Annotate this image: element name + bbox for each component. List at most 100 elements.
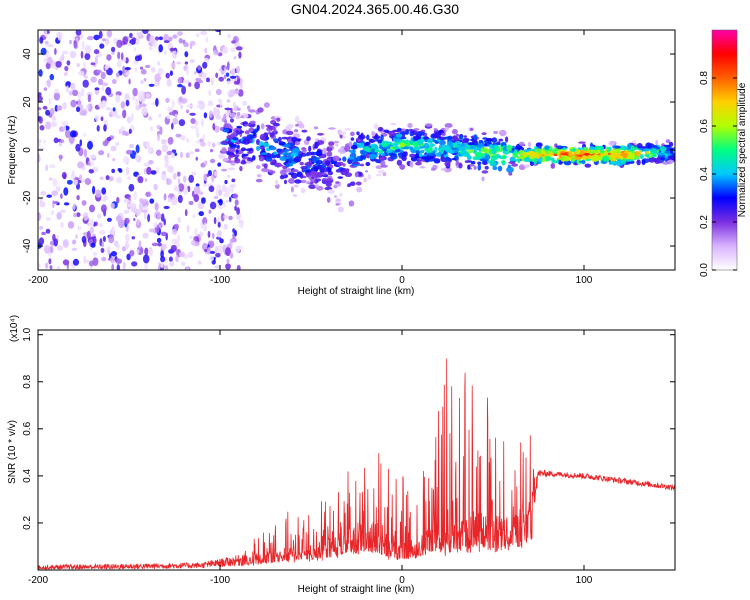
spectrogram-cell	[606, 147, 611, 153]
spectrogram-cell	[129, 32, 133, 39]
spectrogram-cell	[294, 129, 299, 133]
spectrogram-cell	[481, 170, 489, 174]
spectrogram-cell	[408, 128, 413, 132]
spectrogram-cell	[56, 105, 63, 111]
spectrogram-cell	[38, 116, 43, 124]
spectrogram-y-tick-label: -20	[22, 190, 33, 205]
spectrogram-cell	[230, 162, 236, 166]
spectrogram-cell	[202, 182, 208, 187]
spectrogram-cell	[48, 177, 53, 181]
spectrogram-cell	[232, 228, 236, 233]
spectrogram-cell	[73, 40, 78, 49]
spectrogram-cell	[45, 217, 52, 221]
spectrogram-cell	[232, 89, 240, 95]
spectrogram-cell	[61, 50, 69, 55]
spectrogram-cell	[218, 76, 224, 82]
spectrogram-cell	[165, 72, 170, 79]
spectrogram-cell	[106, 246, 111, 251]
spectrogram-cell	[350, 131, 355, 137]
spectrogram-cell	[188, 200, 194, 206]
spectrogram-cell	[188, 82, 192, 87]
spectrogram-cell	[244, 130, 250, 135]
spectrogram-cell	[234, 158, 241, 164]
spectrogram-cell	[354, 172, 359, 178]
spectrogram-cell	[199, 138, 205, 143]
spectrogram-cell	[207, 101, 214, 107]
spectrogram-cell	[157, 61, 160, 66]
spectrogram-cell	[51, 190, 58, 197]
spectrogram-cell	[626, 159, 634, 162]
spectrogram-cell	[630, 145, 635, 151]
spectrogram-cell	[224, 179, 228, 185]
spectrogram-cell	[105, 175, 110, 181]
spectrogram-cell	[473, 165, 477, 170]
spectrogram-cell	[160, 139, 167, 145]
spectrogram-cell	[154, 73, 161, 83]
spectrogram-cell	[497, 165, 503, 172]
spectrogram-cell	[381, 142, 387, 148]
spectrogram-cell	[501, 155, 506, 160]
spectrogram-cell	[148, 83, 155, 87]
spectrogram-cell	[96, 69, 102, 74]
spectrogram-cell	[105, 38, 110, 45]
spectrogram-cell	[335, 143, 339, 147]
spectrogram-cell	[145, 64, 151, 69]
spectrogram-cell	[399, 164, 406, 170]
spectrogram-cell	[157, 67, 164, 76]
spectrogram-cell	[60, 221, 64, 229]
spectrogram-cell	[173, 185, 180, 192]
spectrogram-cell	[655, 139, 659, 146]
spectrogram-cell	[84, 178, 92, 185]
spectrogram-cell	[470, 127, 473, 131]
spectrogram-cell	[52, 200, 59, 205]
spectrogram-cell	[81, 88, 85, 97]
spectrogram-cell	[153, 221, 158, 228]
spectrogram-cell	[38, 263, 41, 269]
spectrogram-cell	[448, 150, 455, 154]
spectrogram-cell	[100, 204, 107, 213]
spectrogram-cell	[399, 143, 406, 148]
spectrogram-cell	[133, 191, 137, 201]
spectrogram-cell	[94, 87, 100, 91]
spectrogram-cell	[316, 185, 324, 191]
spectrogram-cell	[232, 137, 239, 141]
spectrogram-cell	[61, 171, 67, 179]
spectrogram-cell	[45, 121, 52, 130]
spectrogram-cell	[327, 189, 335, 195]
snr-background	[38, 330, 675, 570]
spectrogram-cell	[72, 203, 76, 211]
spectrogram-cell	[466, 154, 471, 161]
spectrogram-cell	[38, 237, 45, 246]
spectrogram-cell	[47, 56, 53, 64]
spectrogram-cell	[157, 132, 160, 142]
spectrogram-cell	[467, 149, 474, 154]
spectrogram-cell	[184, 209, 188, 217]
spectrogram-cell	[95, 189, 102, 198]
spectrogram-cell	[458, 135, 463, 141]
spectrogram-cell	[337, 206, 344, 213]
spectrogram-cell	[255, 165, 261, 170]
spectrogram-cell	[148, 228, 155, 233]
spectrogram-cell	[459, 147, 466, 151]
spectrogram-cell	[87, 94, 92, 103]
spectrogram-cell	[230, 186, 234, 193]
spectrogram-cell	[417, 131, 425, 136]
spectrogram-cell	[158, 44, 163, 53]
spectrogram-cell	[396, 159, 403, 166]
spectrogram-cell	[177, 194, 183, 204]
spectrogram-cell	[56, 265, 61, 270]
spectrogram-cell	[169, 70, 173, 76]
spectrogram-cell	[529, 151, 536, 156]
spectrogram-cell	[38, 107, 42, 111]
spectrogram-cell	[326, 180, 330, 186]
spectrogram-cell	[105, 87, 112, 96]
spectrogram-cell	[335, 169, 342, 173]
spectrogram-cell	[379, 157, 384, 161]
spectrogram-cell	[427, 152, 434, 157]
spectrogram-cell	[284, 179, 287, 185]
spectrogram-cell	[252, 133, 257, 137]
spectrogram-cell	[508, 161, 516, 165]
spectrogram-cell	[123, 199, 130, 203]
spectrogram-cell	[447, 141, 453, 147]
spectrogram-cell	[190, 59, 195, 63]
